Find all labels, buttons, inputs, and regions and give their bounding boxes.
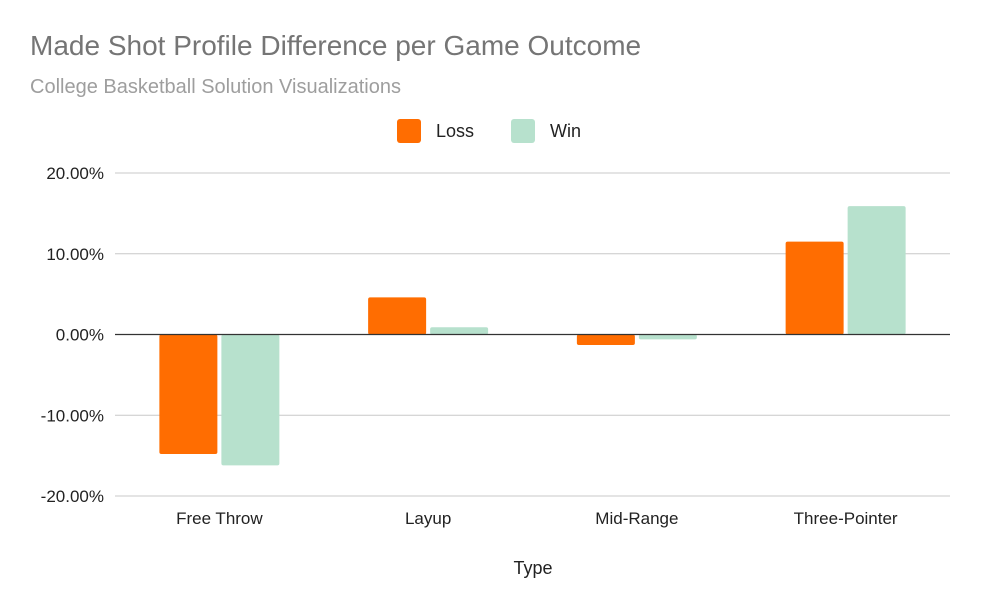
y-tick-label: -20.00% bbox=[41, 487, 104, 506]
chart-subtitle: College Basketball Solution Visualizatio… bbox=[30, 76, 401, 98]
bar-win-three-pointer[interactable] bbox=[847, 206, 906, 335]
x-tick-label: Free Throw bbox=[176, 509, 263, 528]
legend-label-win: Win bbox=[550, 121, 581, 141]
y-tick-label: 20.00% bbox=[46, 164, 104, 183]
legend-item-loss[interactable]: Loss bbox=[397, 119, 474, 143]
x-tick-label: Three-Pointer bbox=[794, 509, 898, 528]
bar-win-mid-range[interactable] bbox=[638, 334, 697, 340]
bar-loss-mid-range[interactable] bbox=[576, 334, 635, 345]
y-tick-label: -10.00% bbox=[41, 406, 104, 425]
legend-swatch-win bbox=[511, 119, 535, 143]
y-axis-ticks: 20.00% 10.00% 0.00% -10.00% -20.00% bbox=[41, 164, 104, 506]
legend[interactable]: Loss Win bbox=[397, 119, 581, 143]
x-axis-label: Type bbox=[513, 558, 552, 578]
bar-loss-free-throw[interactable] bbox=[159, 334, 218, 455]
bars bbox=[159, 206, 906, 466]
x-tick-label: Layup bbox=[405, 509, 451, 528]
legend-item-win[interactable]: Win bbox=[511, 119, 581, 143]
legend-label-loss: Loss bbox=[436, 121, 474, 141]
bar-win-free-throw[interactable] bbox=[221, 334, 280, 466]
bar-loss-three-pointer[interactable] bbox=[785, 241, 844, 335]
legend-swatch-loss bbox=[397, 119, 421, 143]
x-axis-ticks: Free Throw Layup Mid-Range Three-Pointer bbox=[176, 509, 898, 528]
bar-loss-layup[interactable] bbox=[368, 297, 427, 335]
y-tick-label: 0.00% bbox=[56, 326, 104, 345]
bar-win-layup[interactable] bbox=[430, 327, 489, 335]
x-tick-label: Mid-Range bbox=[595, 509, 678, 528]
chart-title: Made Shot Profile Difference per Game Ou… bbox=[30, 30, 641, 61]
y-tick-label: 10.00% bbox=[46, 245, 104, 264]
